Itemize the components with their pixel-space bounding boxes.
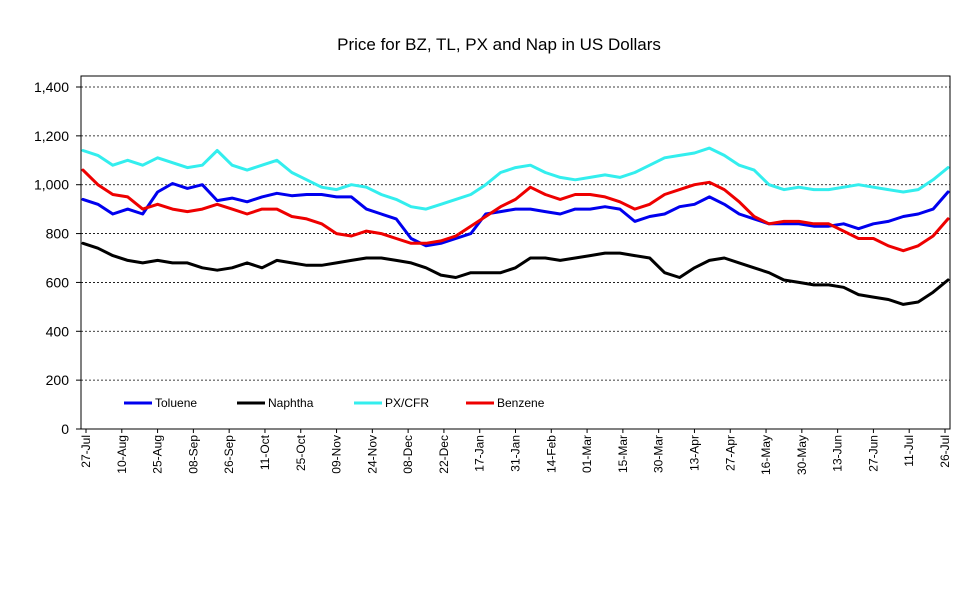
x-tick-label: 10-Aug xyxy=(115,435,129,474)
x-tick-label: 11-Oct xyxy=(258,434,272,470)
x-tick-label: 17-Jan xyxy=(473,435,487,472)
x-tick-label: 08-Dec xyxy=(401,435,415,474)
grid-lines xyxy=(81,86,950,381)
y-tick-label: 1,200 xyxy=(34,128,69,144)
y-tick-label: 1,000 xyxy=(34,177,69,193)
x-tick-label: 15-Mar xyxy=(616,435,630,473)
series-line-naphtha xyxy=(81,241,950,306)
y-tick-label: 200 xyxy=(46,372,70,388)
series-line-benzene xyxy=(81,168,950,253)
x-tick-label: 27-Jun xyxy=(866,435,880,472)
x-tick-label: 13-Jun xyxy=(831,435,845,472)
x-tick-label: 24-Nov xyxy=(365,435,379,474)
y-tick-label: 1,400 xyxy=(34,79,69,95)
x-tick-label: 09-Nov xyxy=(330,435,344,474)
y-tick-label: 400 xyxy=(46,323,70,339)
series-layer xyxy=(81,146,950,306)
y-tick-label: 0 xyxy=(61,421,69,437)
legend-label-benzene: Benzene xyxy=(497,396,545,410)
x-tick-label: 14-Feb xyxy=(544,435,558,473)
x-tick-label: 26-Sep xyxy=(222,435,236,474)
x-tick-label: 31-Jan xyxy=(509,435,523,472)
legend-label-toluene: Toluene xyxy=(155,396,197,410)
x-tick-label: 25-Aug xyxy=(151,435,165,474)
x-tick-label: 30-Mar xyxy=(652,435,666,473)
x-tick-label: 11-Jul xyxy=(902,435,916,467)
y-tick-label: 800 xyxy=(46,226,70,242)
legend: Toluene Naphtha PX/CFR Benzene xyxy=(124,396,545,410)
series-line-toluene xyxy=(81,182,950,248)
legend-label-naphtha: Naphtha xyxy=(268,396,314,410)
x-tick-label: 27-Apr xyxy=(723,435,737,471)
x-tick-label: 13-Apr xyxy=(687,435,701,471)
x-tick-label: 26-Jul xyxy=(938,435,952,468)
x-tick-label: 08-Sep xyxy=(186,435,200,474)
x-tick-label: 25-Oct xyxy=(294,434,308,471)
legend-label-px-cfr: PX/CFR xyxy=(385,396,429,410)
x-tick-label: 01-Mar xyxy=(580,435,594,473)
x-tick-label: 27-Jul xyxy=(79,435,93,468)
y-axis: 0 200 400 600 800 1,000 1,200 1,400 xyxy=(34,79,81,437)
series-line-px-cfr xyxy=(81,146,950,211)
x-axis: 27-Jul 10-Aug 25-Aug 08-Sep 26-Sep 11-Oct 25-O… xyxy=(79,429,952,475)
plot-frame xyxy=(80,75,951,430)
x-tick-label: 16-May xyxy=(759,435,773,475)
chart-title: Price for BZ, TL, PX and Nap in US Dolla… xyxy=(337,35,661,54)
x-tick-label: 30-May xyxy=(795,435,809,475)
x-tick-label: 22-Dec xyxy=(437,435,451,474)
y-tick-label: 600 xyxy=(46,274,70,290)
